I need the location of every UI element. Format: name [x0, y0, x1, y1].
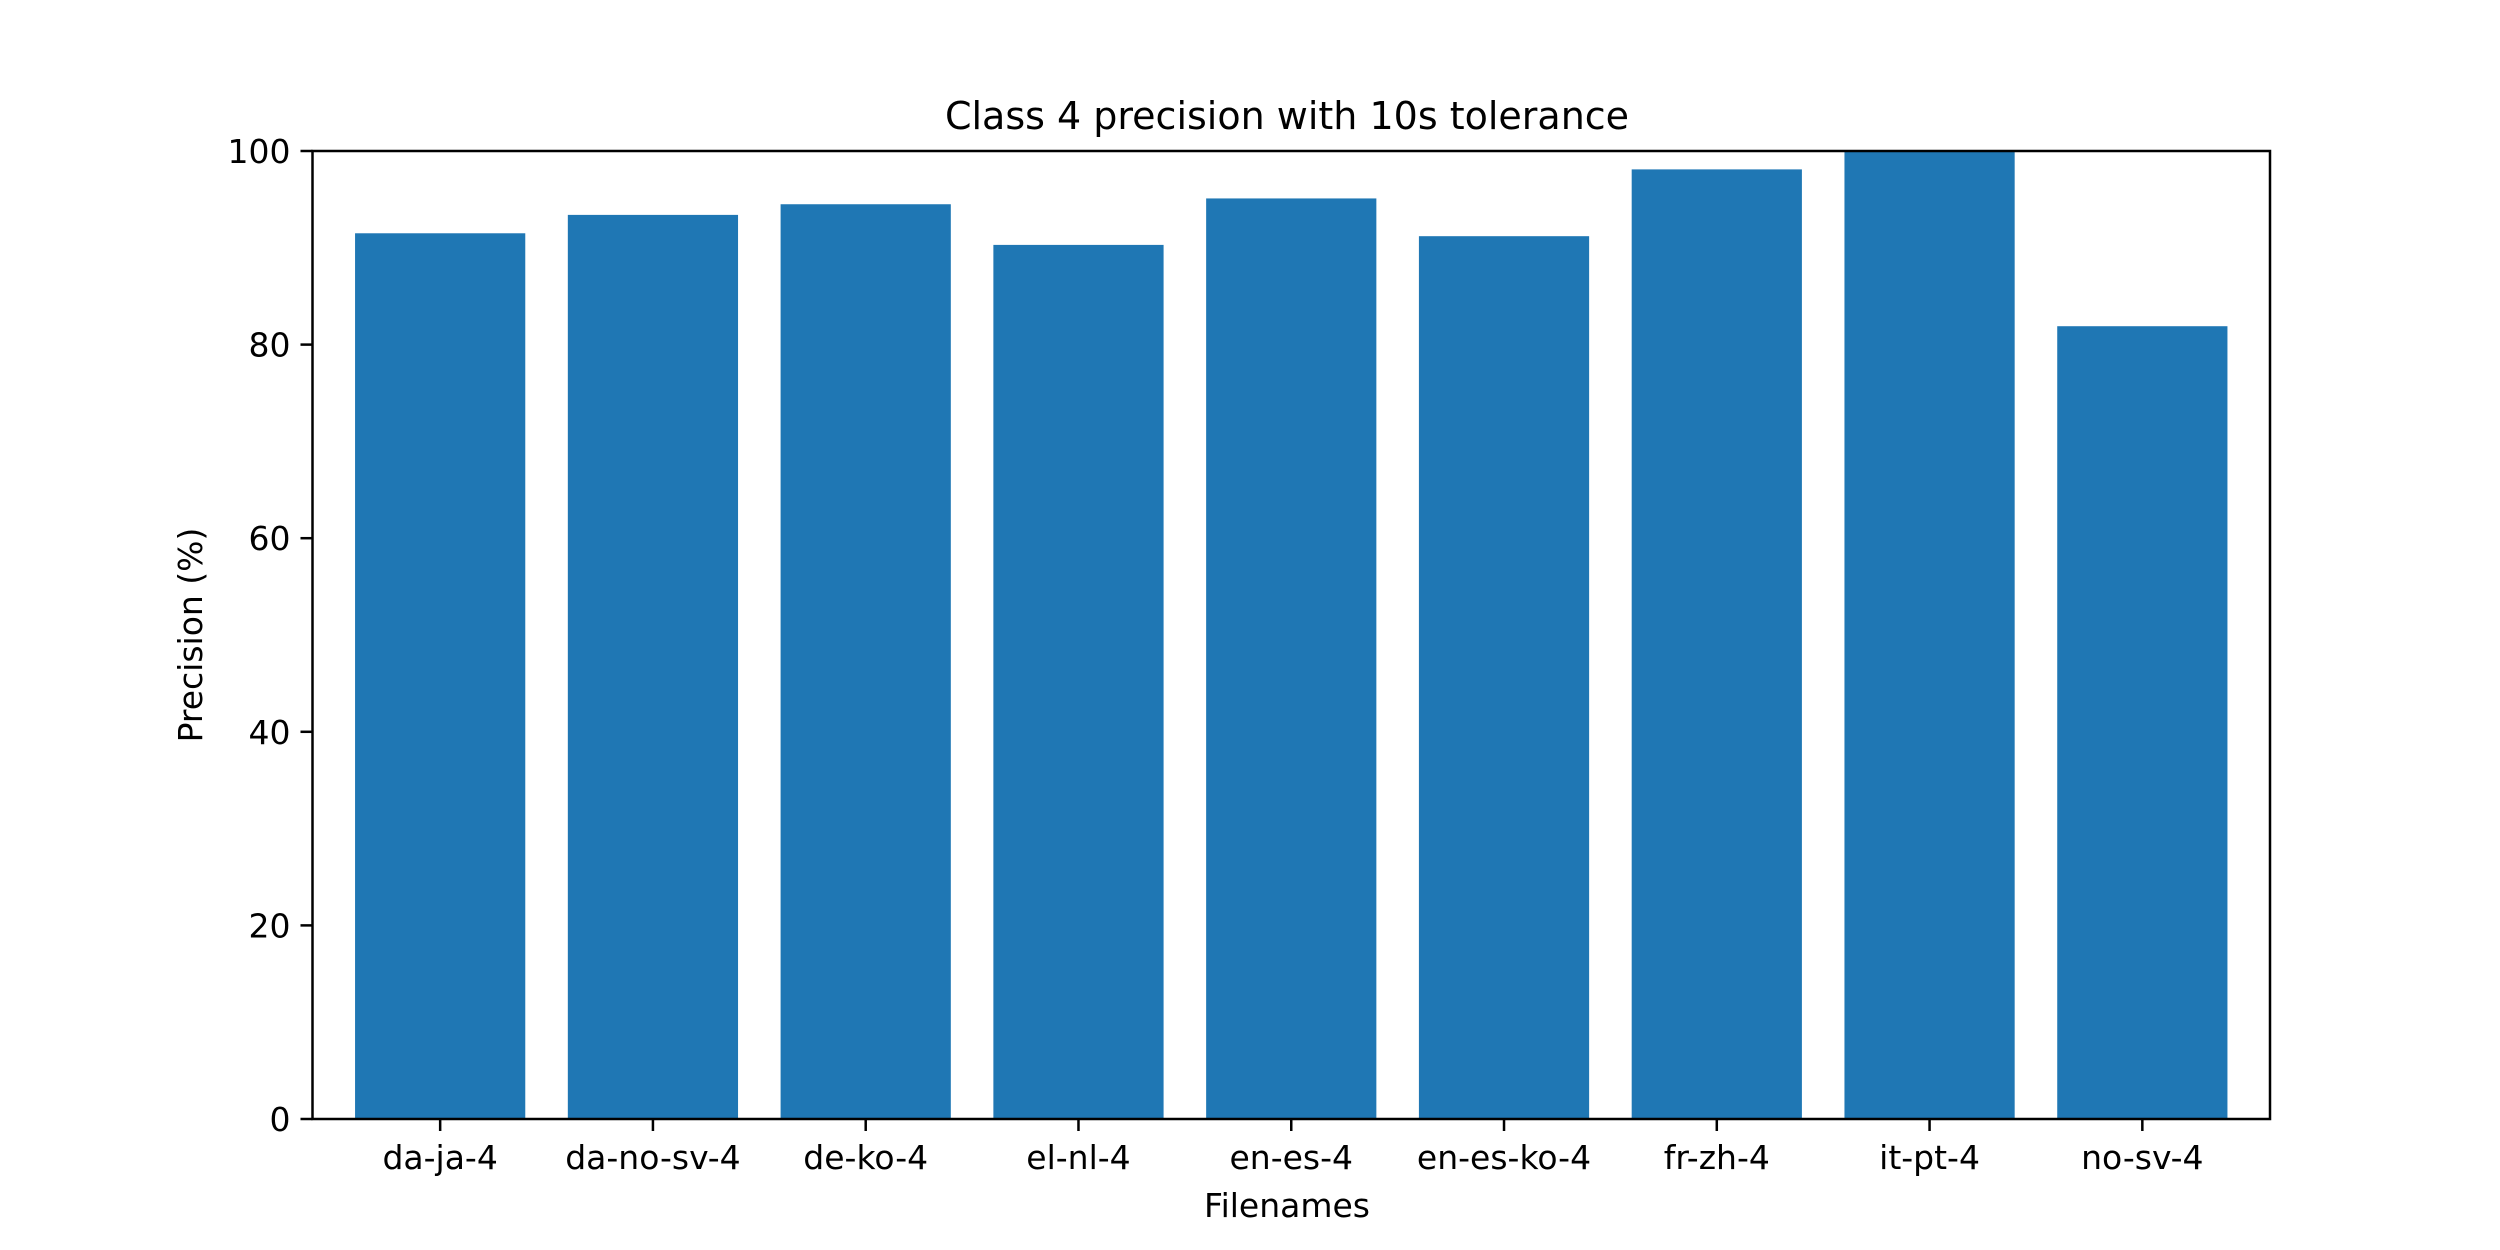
x-tick-label: it-pt-4: [1879, 1138, 1980, 1177]
x-tick-label: el-nl-4: [1026, 1138, 1130, 1177]
bar-en-es-4: [1206, 198, 1377, 1119]
chart-title: Class 4 precision with 10s tolerance: [945, 94, 1629, 138]
bar-da-no-sv-4: [567, 214, 739, 1119]
y-tick-label: 20: [249, 906, 291, 945]
x-tick-label: fr-zh-4: [1664, 1138, 1770, 1177]
bar-en-es-ko-4: [1418, 236, 1590, 1119]
y-tick-label: 60: [249, 519, 291, 558]
bar-it-pt-4: [1844, 151, 2015, 1119]
plot-frame: [311, 149, 2272, 1121]
bar-da-ja-4: [355, 233, 526, 1119]
y-tick-label: 0: [270, 1100, 291, 1139]
y-tick-label: 40: [249, 713, 291, 752]
bar-no-sv-4: [2057, 326, 2228, 1119]
x-axis-ticks: da-ja-4 da-no-sv-4 de-ko-4 el-nl-4 en-es-4 en…: [382, 1119, 2204, 1177]
y-axis-ticks: 0 20 40 60 80 100: [228, 132, 313, 1139]
x-tick-label: no-sv-4: [2081, 1138, 2203, 1177]
x-tick-label: da-no-sv-4: [565, 1138, 740, 1177]
y-tick-label: 100: [228, 132, 291, 171]
bar-el-nl-4: [993, 244, 1164, 1119]
x-tick-label: da-ja-4: [382, 1138, 497, 1177]
x-tick-label: en-es-4: [1229, 1138, 1353, 1177]
x-axis-label: Filenames: [1204, 1186, 1370, 1225]
x-tick-label: en-es-ko-4: [1417, 1138, 1591, 1177]
bars-group: [355, 151, 2228, 1120]
bar-de-ko-4: [780, 204, 951, 1120]
x-tick-label: de-ko-4: [803, 1138, 928, 1177]
bar-fr-zh-4: [1631, 169, 1802, 1120]
y-axis-label: Precision (%): [171, 528, 210, 743]
y-tick-label: 80: [249, 326, 291, 365]
